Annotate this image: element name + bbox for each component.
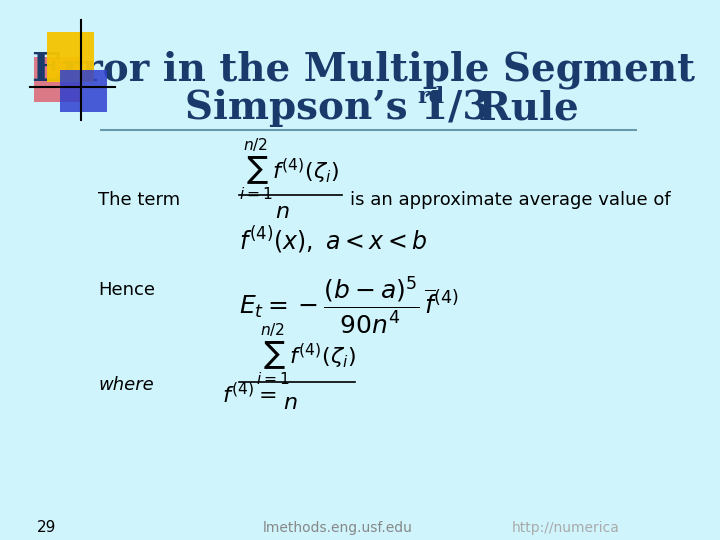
Text: Simpson’s 1/3: Simpson’s 1/3 <box>185 89 490 127</box>
Text: Error in the Multiple Segment: Error in the Multiple Segment <box>32 51 695 89</box>
Text: rd: rd <box>417 86 444 108</box>
Text: lmethods.eng.usf.edu: lmethods.eng.usf.edu <box>263 521 413 535</box>
Text: $f^{(4)}(x),\ a < x < b$: $f^{(4)}(x),\ a < x < b$ <box>239 224 428 256</box>
Text: Rule: Rule <box>465 89 579 127</box>
Text: The term: The term <box>99 191 181 209</box>
Bar <box>60 70 107 112</box>
Text: 29: 29 <box>37 521 56 536</box>
Text: $\sum_{i=1}^{n/2} f^{(4)}(\zeta_i)$: $\sum_{i=1}^{n/2} f^{(4)}(\zeta_i)$ <box>256 322 356 388</box>
Text: $E_t = -\dfrac{(b-a)^5}{90n^4}\,\overline{f}^{(4)}$: $E_t = -\dfrac{(b-a)^5}{90n^4}\,\overlin… <box>239 274 459 336</box>
Text: where: where <box>99 376 154 394</box>
Text: is an approximate average value of: is an approximate average value of <box>351 191 671 209</box>
Text: $f^{(4)} =$: $f^{(4)} =$ <box>222 382 277 408</box>
Bar <box>35 57 81 102</box>
Bar <box>47 32 94 82</box>
Text: $n$: $n$ <box>275 202 289 222</box>
Text: $n$: $n$ <box>283 393 298 413</box>
Text: Hence: Hence <box>99 281 156 299</box>
Text: $\sum_{i=1}^{n/2} f^{(4)}(\zeta_i)$: $\sum_{i=1}^{n/2} f^{(4)}(\zeta_i)$ <box>239 137 339 203</box>
Text: http://numerica: http://numerica <box>511 521 619 535</box>
